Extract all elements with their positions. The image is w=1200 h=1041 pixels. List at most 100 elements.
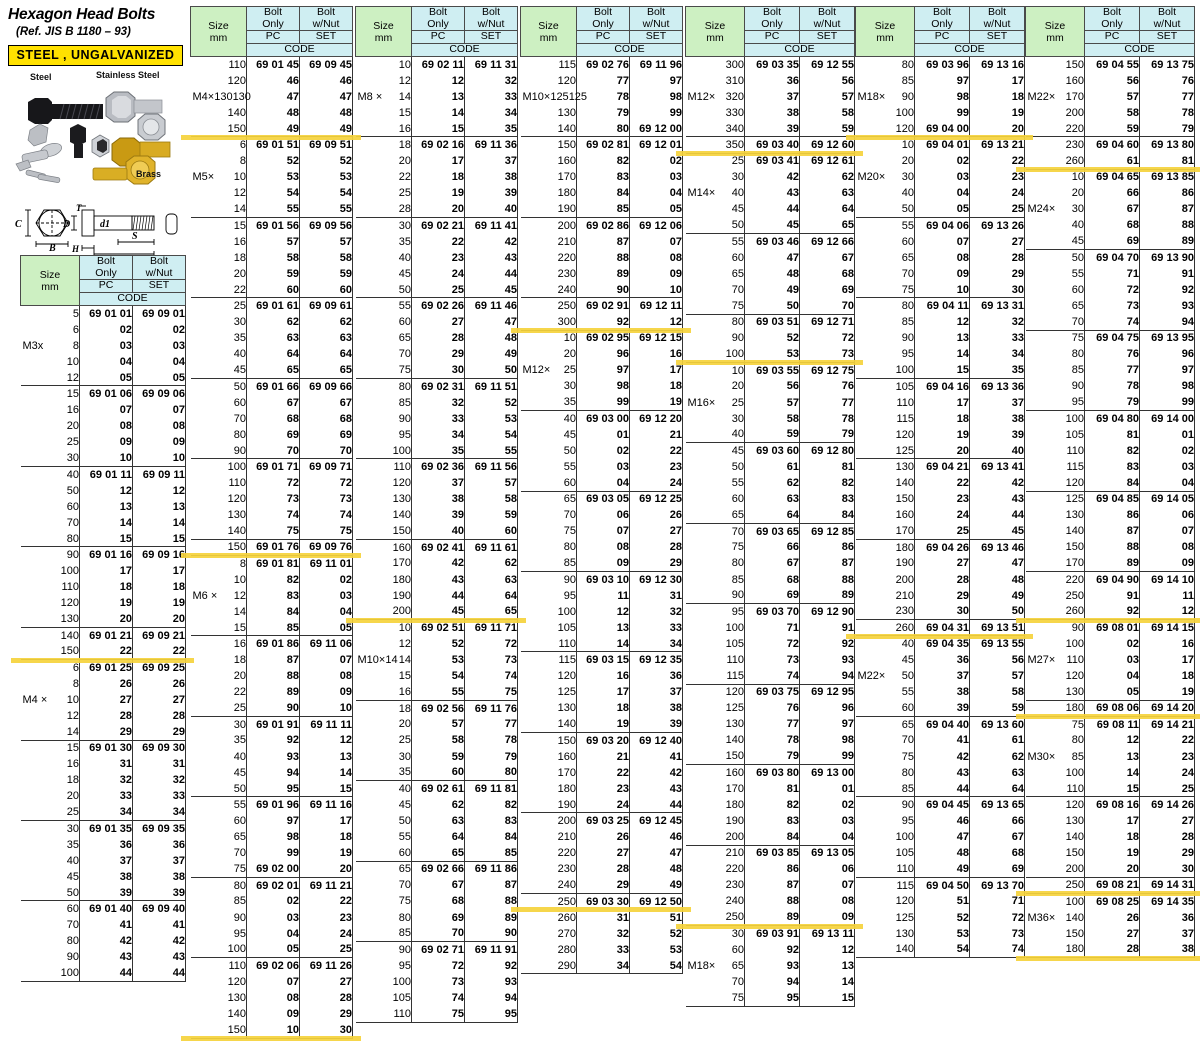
bolt-wnut-code[interactable]: 69 14 21 bbox=[1140, 716, 1195, 732]
bolt-only-code[interactable]: 90 bbox=[577, 282, 630, 298]
bolt-only-code[interactable]: 69 01 86 bbox=[247, 636, 300, 652]
bolt-wnut-code[interactable]: 88 bbox=[800, 572, 855, 588]
bolt-wnut-code[interactable]: 69 13 00 bbox=[800, 765, 855, 781]
bolt-wnut-code[interactable]: 94 bbox=[800, 668, 855, 684]
bolt-wnut-code[interactable]: 02 bbox=[300, 572, 353, 588]
bolt-wnut-code[interactable]: 04 bbox=[630, 185, 683, 201]
bolt-only-code[interactable]: 23 bbox=[577, 781, 630, 797]
bolt-wnut-code[interactable]: 90 bbox=[465, 926, 518, 942]
bolt-wnut-code[interactable]: 05 bbox=[630, 201, 683, 217]
bolt-only-code[interactable]: 45 bbox=[412, 604, 465, 620]
bolt-wnut-code[interactable]: 69 11 61 bbox=[465, 539, 518, 555]
bolt-wnut-code[interactable]: 12 bbox=[1140, 604, 1195, 620]
bolt-only-code[interactable]: 21 bbox=[577, 749, 630, 765]
bolt-wnut-code[interactable]: 87 bbox=[1140, 201, 1195, 217]
bolt-only-code[interactable]: 79 bbox=[577, 105, 630, 121]
bolt-wnut-code[interactable]: 03 bbox=[1140, 459, 1195, 475]
bolt-wnut-code[interactable]: 57 bbox=[465, 475, 518, 491]
bolt-wnut-code[interactable]: 07 bbox=[800, 877, 855, 893]
bolt-wnut-code[interactable]: 08 bbox=[1140, 539, 1195, 555]
bolt-wnut-code[interactable]: 69 11 21 bbox=[300, 877, 353, 893]
bolt-wnut-code[interactable]: 54 bbox=[300, 185, 353, 201]
bolt-only-code[interactable]: 59 bbox=[1085, 121, 1140, 137]
bolt-wnut-code[interactable]: 15 bbox=[800, 990, 855, 1006]
bolt-only-code[interactable]: 44 bbox=[412, 588, 465, 604]
bolt-only-code[interactable]: 20 bbox=[1085, 861, 1140, 877]
bolt-only-code[interactable]: 69 02 31 bbox=[412, 378, 465, 394]
bolt-only-code[interactable]: 78 bbox=[745, 732, 800, 748]
bolt-wnut-code[interactable]: 48 bbox=[630, 861, 683, 877]
bolt-only-code[interactable]: 18 bbox=[1085, 829, 1140, 845]
bolt-wnut-code[interactable]: 77 bbox=[800, 394, 855, 410]
bolt-only-code[interactable]: 67 bbox=[247, 394, 300, 410]
bolt-wnut-code[interactable]: 12 bbox=[800, 942, 855, 958]
bolt-only-code[interactable]: 69 01 25 bbox=[80, 660, 133, 676]
bolt-wnut-code[interactable]: 97 bbox=[800, 716, 855, 732]
bolt-wnut-code[interactable]: 07 bbox=[133, 402, 186, 418]
bolt-wnut-code[interactable]: 34 bbox=[630, 636, 683, 652]
bolt-wnut-code[interactable]: 63 bbox=[970, 765, 1025, 781]
bolt-only-code[interactable]: 81 bbox=[745, 781, 800, 797]
bolt-only-code[interactable]: 69 01 35 bbox=[80, 821, 133, 837]
bolt-wnut-code[interactable]: 47 bbox=[465, 314, 518, 330]
bolt-only-code[interactable]: 76 bbox=[1085, 346, 1140, 362]
bolt-only-code[interactable]: 35 bbox=[412, 443, 465, 459]
bolt-only-code[interactable]: 64 bbox=[412, 829, 465, 845]
bolt-only-code[interactable]: 90 bbox=[247, 700, 300, 716]
bolt-only-code[interactable]: 43 bbox=[412, 572, 465, 588]
bolt-wnut-code[interactable]: 38 bbox=[133, 869, 186, 885]
bolt-only-code[interactable]: 85 bbox=[247, 620, 300, 636]
bolt-wnut-code[interactable]: 78 bbox=[800, 411, 855, 427]
bolt-wnut-code[interactable]: 17 bbox=[970, 73, 1025, 89]
bolt-wnut-code[interactable]: 74 bbox=[970, 942, 1025, 958]
bolt-only-code[interactable]: 17 bbox=[1085, 813, 1140, 829]
bolt-wnut-code[interactable]: 13 bbox=[800, 958, 855, 974]
bolt-only-code[interactable]: 72 bbox=[1085, 282, 1140, 298]
bolt-only-code[interactable]: 19 bbox=[915, 427, 970, 443]
bolt-wnut-code[interactable]: 69 11 31 bbox=[465, 57, 518, 73]
bolt-wnut-code[interactable]: 37 bbox=[630, 684, 683, 700]
bolt-only-code[interactable]: 33 bbox=[80, 788, 133, 804]
bolt-only-code[interactable]: 84 bbox=[247, 604, 300, 620]
bolt-wnut-code[interactable]: 69 12 90 bbox=[800, 604, 855, 620]
bolt-only-code[interactable]: 94 bbox=[247, 765, 300, 781]
bolt-only-code[interactable]: 69 01 30 bbox=[80, 740, 133, 756]
bolt-wnut-code[interactable]: 17 bbox=[133, 563, 186, 579]
bolt-only-code[interactable]: 69 01 01 bbox=[80, 306, 133, 322]
bolt-wnut-code[interactable]: 28 bbox=[1140, 829, 1195, 845]
bolt-only-code[interactable]: 69 04 80 bbox=[1085, 411, 1140, 427]
bolt-wnut-code[interactable]: 69 09 45 bbox=[300, 57, 353, 73]
bolt-only-code[interactable]: 23 bbox=[915, 491, 970, 507]
